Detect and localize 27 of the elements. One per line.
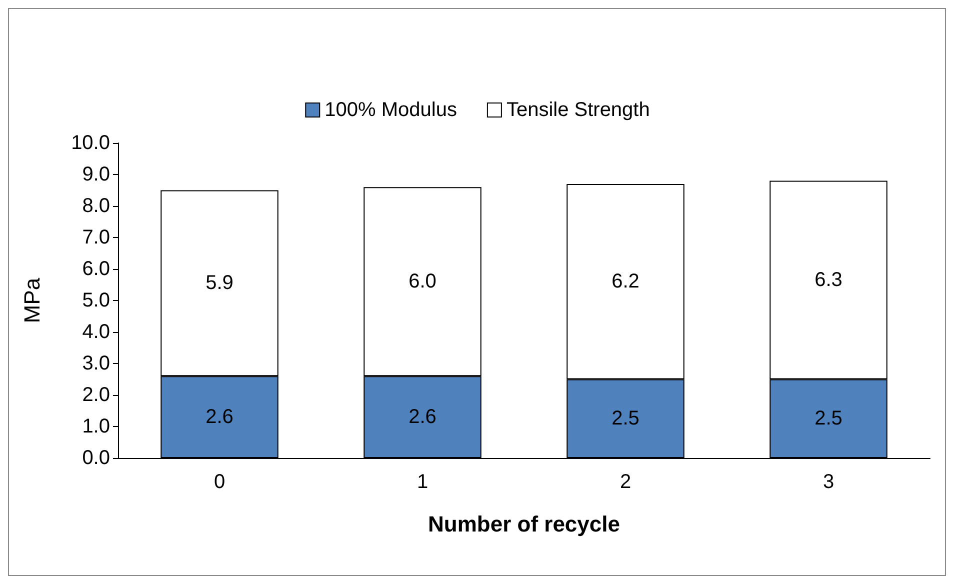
y-tick-label: 1.0	[82, 416, 110, 438]
data-label: 6.2	[612, 270, 640, 293]
x-tick-label: 3	[822, 471, 834, 493]
y-tick-label: 0.0	[82, 447, 110, 469]
legend-label: 100% Modulus	[324, 99, 457, 121]
y-tick-label: 4.0	[82, 321, 110, 343]
data-label: 2.5	[814, 408, 842, 430]
data-label: 6.0	[408, 270, 436, 293]
y-axis-title: MPa	[20, 277, 44, 324]
legend-label: Tensile Strength	[506, 99, 650, 121]
data-label: 5.9	[206, 272, 234, 294]
data-label: 2.6	[408, 406, 436, 428]
y-tick-label: 6.0	[82, 258, 110, 280]
x-axis-title: Number of recycle	[428, 512, 620, 536]
x-tick-label: 2	[620, 471, 632, 493]
data-label: 2.6	[206, 406, 234, 428]
x-tick-label: 1	[416, 471, 428, 493]
data-label: 2.5	[612, 408, 640, 430]
data-label: 6.3	[814, 269, 842, 292]
y-tick-label: 7.0	[82, 226, 110, 248]
y-tick-label: 5.0	[82, 290, 110, 312]
y-tick-label: 8.0	[82, 195, 110, 217]
y-tick-label: 3.0	[82, 352, 110, 374]
y-tick-label: 2.0	[82, 384, 110, 406]
y-tick-label: 9.0	[82, 164, 110, 186]
y-tick-label: 10.0	[71, 132, 110, 154]
x-tick-label: 0	[214, 471, 226, 493]
